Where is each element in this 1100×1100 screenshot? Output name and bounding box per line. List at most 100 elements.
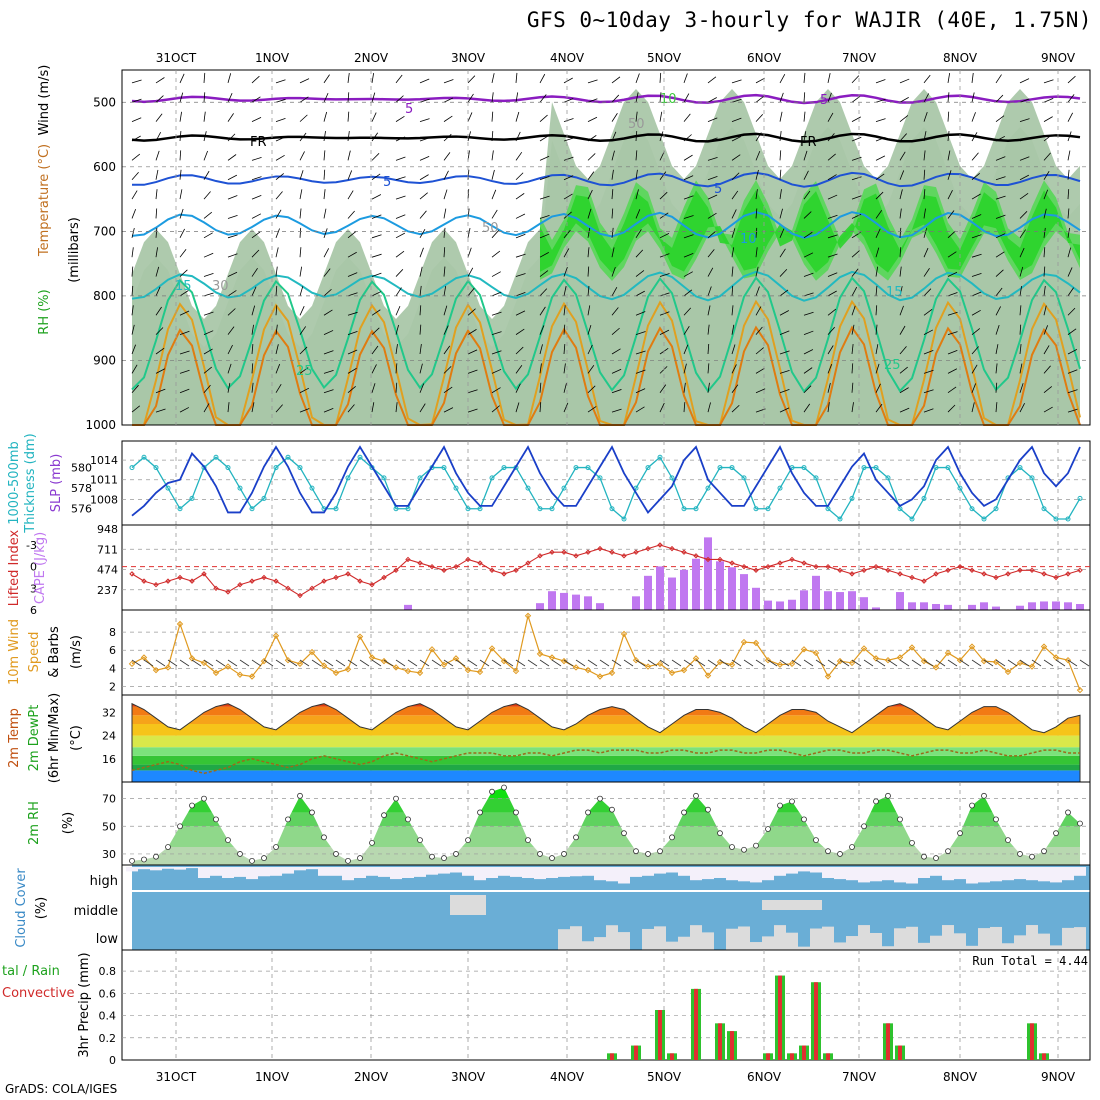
- wind-barb: [539, 288, 548, 297]
- wind-barb: [731, 404, 740, 413]
- wind-barb: [419, 137, 430, 142]
- wind-barb: [851, 195, 862, 200]
- high-cloud-gap: [282, 867, 294, 874]
- credit-label: GrADS: COLA/IGES: [5, 1082, 118, 1096]
- wind-barb: [755, 247, 758, 258]
- wind-barb: [227, 382, 231, 393]
- high-cloud-gap: [1050, 867, 1062, 883]
- rh-point: [429, 853, 435, 860]
- wind-barb: [323, 389, 334, 394]
- li-tick: 0: [30, 561, 37, 574]
- wind-barb: [683, 363, 687, 374]
- high-cloud-gap: [378, 867, 390, 877]
- wind-barb: [443, 407, 454, 413]
- high-cloud-gap: [570, 867, 582, 877]
- wind-barb: [179, 150, 182, 161]
- wind-barb: [1067, 349, 1078, 355]
- high-cloud-gap: [642, 867, 654, 876]
- low-cloud-bar: [966, 945, 978, 950]
- high-cloud-gap: [630, 867, 642, 877]
- upper-frame: [121, 69, 1091, 426]
- low-cloud-bar: [1026, 925, 1038, 950]
- wind-barb: [803, 272, 814, 277]
- wind-barb: [707, 194, 718, 200]
- wind-barb: [467, 369, 478, 374]
- high-cloud-gap: [738, 867, 750, 882]
- rh-point: [801, 816, 807, 823]
- rh-point: [969, 802, 975, 809]
- wind-barb: [131, 153, 141, 161]
- wind-barb: [347, 386, 356, 394]
- wind-barb: [803, 211, 812, 219]
- surface-wind-barb: [959, 659, 970, 667]
- wind-speed-point: [440, 661, 448, 668]
- rh-band: [132, 798, 1080, 813]
- wind-barb: [491, 209, 498, 219]
- wind-barb: [251, 382, 254, 393]
- wind-barb: [827, 345, 834, 355]
- thickness-point: [573, 465, 579, 471]
- wind-barb: [1019, 324, 1022, 335]
- wind-speed-point: [644, 663, 652, 670]
- wind-speed-point: [404, 667, 412, 675]
- wind-barb: [155, 388, 166, 394]
- cape-axis-label: CAPE (J/kg): [33, 532, 48, 604]
- wind-barb: [707, 305, 711, 316]
- high-cloud-gap: [786, 867, 798, 874]
- wind-barb: [491, 387, 501, 394]
- wind-barb: [491, 350, 502, 355]
- rh-point: [873, 798, 879, 805]
- wind-barb: [515, 383, 521, 393]
- wind-barb: [515, 193, 525, 200]
- precip-rain-bar: [886, 1023, 890, 1060]
- rh-tick: 70: [102, 793, 116, 806]
- thickness-point: [729, 465, 735, 471]
- rh-point: [681, 809, 687, 816]
- wind-barb: [683, 113, 691, 122]
- thickness-point: [1029, 475, 1035, 481]
- li-point: [885, 567, 891, 573]
- rh-point: [597, 795, 603, 802]
- rh-point: [129, 857, 135, 864]
- wind-barb: [611, 76, 621, 84]
- wind-barb: [515, 213, 526, 219]
- rh-point: [837, 851, 843, 857]
- wind-barb: [899, 407, 910, 413]
- wind-barb: [779, 268, 788, 277]
- high-cloud-gap: [138, 867, 150, 870]
- wind-barb: [227, 402, 230, 413]
- wind-barb: [851, 176, 862, 181]
- wind-speed-point: [776, 661, 784, 668]
- cape-bar: [1040, 601, 1048, 610]
- wind-barb: [1067, 75, 1076, 84]
- rh-point: [993, 816, 999, 823]
- wind-speed-point: [308, 648, 316, 656]
- wind-barb: [683, 134, 692, 142]
- surface-wind-barb: [887, 659, 898, 667]
- wind-barb: [995, 287, 1003, 297]
- temp-tick: 32: [102, 706, 116, 719]
- wind-barb: [1043, 134, 1053, 142]
- surface-wind-barb: [611, 659, 622, 667]
- wind-speed-point: [704, 672, 712, 679]
- high-cloud-gap: [534, 867, 546, 880]
- wind-barb: [587, 153, 596, 161]
- cape-bar: [572, 594, 580, 610]
- wind-barb: [923, 74, 931, 84]
- thickness-point: [645, 465, 651, 471]
- surface-wind-barb: [839, 659, 850, 667]
- wind-barb: [395, 95, 404, 103]
- low-cloud-bar: [846, 936, 858, 950]
- thickness-point: [153, 465, 159, 471]
- wind-barb: [899, 266, 902, 277]
- wind-barb: [587, 266, 590, 277]
- wind-barb: [803, 330, 814, 336]
- wind-barb: [563, 382, 567, 393]
- day-label-bottom: 7NOV: [842, 1070, 877, 1084]
- wind-barb: [395, 382, 398, 393]
- wind-barb: [203, 330, 214, 336]
- wind-barb: [371, 364, 377, 374]
- surface-wind-barb: [227, 659, 238, 667]
- wind-barb: [923, 189, 926, 200]
- pressure-units-label: (millibars): [67, 217, 82, 283]
